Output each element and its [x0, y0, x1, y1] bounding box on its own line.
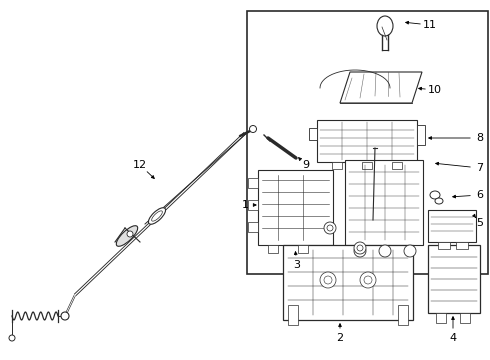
Polygon shape: [340, 72, 422, 103]
Text: 2: 2: [337, 333, 343, 343]
Bar: [332, 162, 342, 169]
Bar: [456, 242, 468, 249]
Ellipse shape: [435, 198, 443, 204]
Bar: [288, 305, 298, 325]
Circle shape: [249, 126, 256, 132]
Bar: [283, 245, 413, 320]
Circle shape: [360, 272, 376, 288]
Circle shape: [324, 222, 336, 234]
Bar: [362, 162, 372, 169]
Text: 10: 10: [428, 85, 442, 95]
Circle shape: [127, 231, 133, 237]
Bar: [247, 11, 488, 274]
Ellipse shape: [116, 226, 138, 246]
Bar: [248, 222, 258, 232]
Circle shape: [354, 242, 366, 254]
Bar: [428, 245, 480, 313]
Circle shape: [9, 335, 15, 341]
Circle shape: [404, 245, 416, 257]
Bar: [258, 170, 333, 245]
Text: 9: 9: [302, 160, 310, 170]
Text: 7: 7: [476, 163, 484, 173]
Bar: [268, 245, 278, 253]
Circle shape: [320, 272, 336, 288]
Text: 11: 11: [423, 20, 437, 30]
Bar: [248, 178, 258, 188]
Bar: [298, 245, 308, 253]
Bar: [309, 128, 317, 140]
Bar: [436, 313, 446, 323]
Ellipse shape: [151, 211, 162, 221]
Circle shape: [327, 225, 333, 231]
Circle shape: [61, 312, 69, 320]
Text: 12: 12: [133, 160, 147, 170]
Circle shape: [354, 245, 366, 257]
Bar: [438, 242, 450, 249]
Circle shape: [357, 245, 363, 251]
Text: 4: 4: [449, 333, 457, 343]
Bar: [417, 125, 425, 145]
Circle shape: [364, 276, 372, 284]
Bar: [317, 120, 417, 162]
Text: 1: 1: [242, 200, 248, 210]
Circle shape: [324, 276, 332, 284]
Bar: [248, 200, 258, 210]
Bar: [428, 210, 476, 242]
Text: 8: 8: [476, 133, 484, 143]
Circle shape: [379, 245, 391, 257]
Bar: [345, 160, 423, 245]
Bar: [392, 162, 402, 169]
Ellipse shape: [430, 191, 440, 199]
Bar: [460, 313, 470, 323]
Ellipse shape: [377, 16, 393, 36]
Text: 6: 6: [476, 190, 484, 200]
Bar: [398, 305, 408, 325]
Text: 5: 5: [476, 218, 484, 228]
Text: 3: 3: [294, 260, 300, 270]
Ellipse shape: [148, 208, 166, 224]
